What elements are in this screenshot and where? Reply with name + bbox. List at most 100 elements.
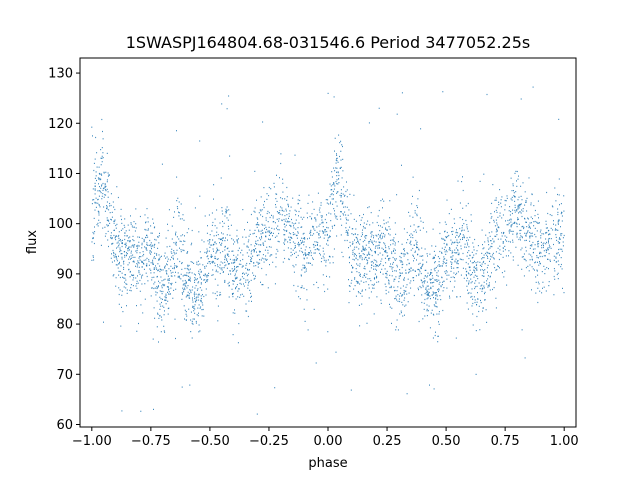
data-point <box>517 208 519 210</box>
data-point <box>531 244 533 246</box>
data-point <box>103 196 105 198</box>
data-point <box>271 227 273 229</box>
data-point <box>111 243 113 245</box>
data-point <box>318 225 320 227</box>
data-point <box>104 210 106 212</box>
data-point <box>452 276 454 278</box>
data-point <box>486 251 488 253</box>
data-point <box>504 204 506 206</box>
data-point <box>362 245 364 247</box>
data-point <box>434 334 436 337</box>
data-point <box>365 237 367 239</box>
data-point <box>197 296 199 298</box>
data-point <box>121 294 123 296</box>
data-point <box>563 210 565 212</box>
data-point <box>347 214 349 216</box>
data-point <box>296 234 298 236</box>
y-tick-label: 60 <box>56 418 73 433</box>
data-point <box>519 203 521 206</box>
data-point <box>309 232 311 234</box>
data-point <box>245 279 247 281</box>
data-point <box>357 291 359 293</box>
data-point <box>419 269 421 271</box>
data-point <box>388 259 390 261</box>
data-point <box>163 330 165 332</box>
data-point <box>265 274 267 276</box>
data-point <box>545 290 547 292</box>
data-point <box>208 214 210 216</box>
data-point <box>325 229 326 231</box>
data-point <box>521 237 523 239</box>
data-point <box>328 212 330 214</box>
data-point <box>313 228 315 230</box>
x-tick-label: 0.00 <box>314 434 343 449</box>
data-point <box>242 258 244 261</box>
data-point <box>368 246 370 249</box>
data-point <box>253 210 255 212</box>
data-point <box>382 248 384 250</box>
data-point <box>275 266 277 268</box>
data-point <box>128 269 130 271</box>
data-point <box>432 282 433 284</box>
data-point <box>206 251 208 253</box>
data-point <box>111 219 112 221</box>
data-point <box>518 223 520 225</box>
data-point <box>381 232 383 234</box>
data-point <box>167 291 168 293</box>
data-point <box>504 245 506 247</box>
data-point <box>101 195 103 197</box>
data-point <box>140 410 142 412</box>
data-point <box>342 170 344 172</box>
data-point <box>208 250 210 252</box>
data-point <box>256 199 257 201</box>
data-point <box>292 264 294 267</box>
data-point <box>456 234 458 236</box>
data-point <box>537 261 538 263</box>
data-point <box>125 274 126 276</box>
data-point <box>234 241 236 243</box>
data-point <box>111 261 113 263</box>
data-point <box>366 263 368 265</box>
data-point <box>233 254 235 256</box>
data-point <box>435 301 437 303</box>
data-point <box>289 236 291 238</box>
data-point <box>494 211 495 213</box>
data-point <box>293 227 295 229</box>
data-point <box>130 250 132 252</box>
data-point <box>214 255 216 258</box>
data-point <box>316 281 318 283</box>
data-point <box>496 224 498 226</box>
data-point <box>92 255 94 257</box>
data-point <box>212 262 214 264</box>
data-point <box>383 219 385 221</box>
data-point <box>428 293 429 295</box>
data-point <box>357 281 359 283</box>
data-point <box>324 218 326 221</box>
data-point <box>354 253 355 255</box>
data-point <box>246 252 248 254</box>
data-point <box>445 249 447 251</box>
data-point <box>185 274 187 276</box>
data-point <box>491 256 493 258</box>
data-point <box>98 166 100 168</box>
data-point <box>370 261 372 263</box>
data-point <box>386 229 388 231</box>
data-point <box>373 265 375 267</box>
data-point <box>489 235 491 237</box>
data-point <box>537 281 539 283</box>
data-point <box>95 206 97 208</box>
data-point <box>374 268 376 270</box>
data-point <box>101 155 103 157</box>
data-point <box>462 207 464 209</box>
data-point <box>194 295 195 297</box>
data-point <box>161 163 163 165</box>
data-point <box>547 247 549 249</box>
data-point <box>228 263 230 265</box>
data-point <box>413 277 415 279</box>
data-point <box>219 272 221 275</box>
data-point <box>429 253 431 255</box>
data-point <box>333 208 335 210</box>
data-point <box>356 238 358 240</box>
data-point <box>547 227 548 229</box>
data-point <box>223 222 225 224</box>
